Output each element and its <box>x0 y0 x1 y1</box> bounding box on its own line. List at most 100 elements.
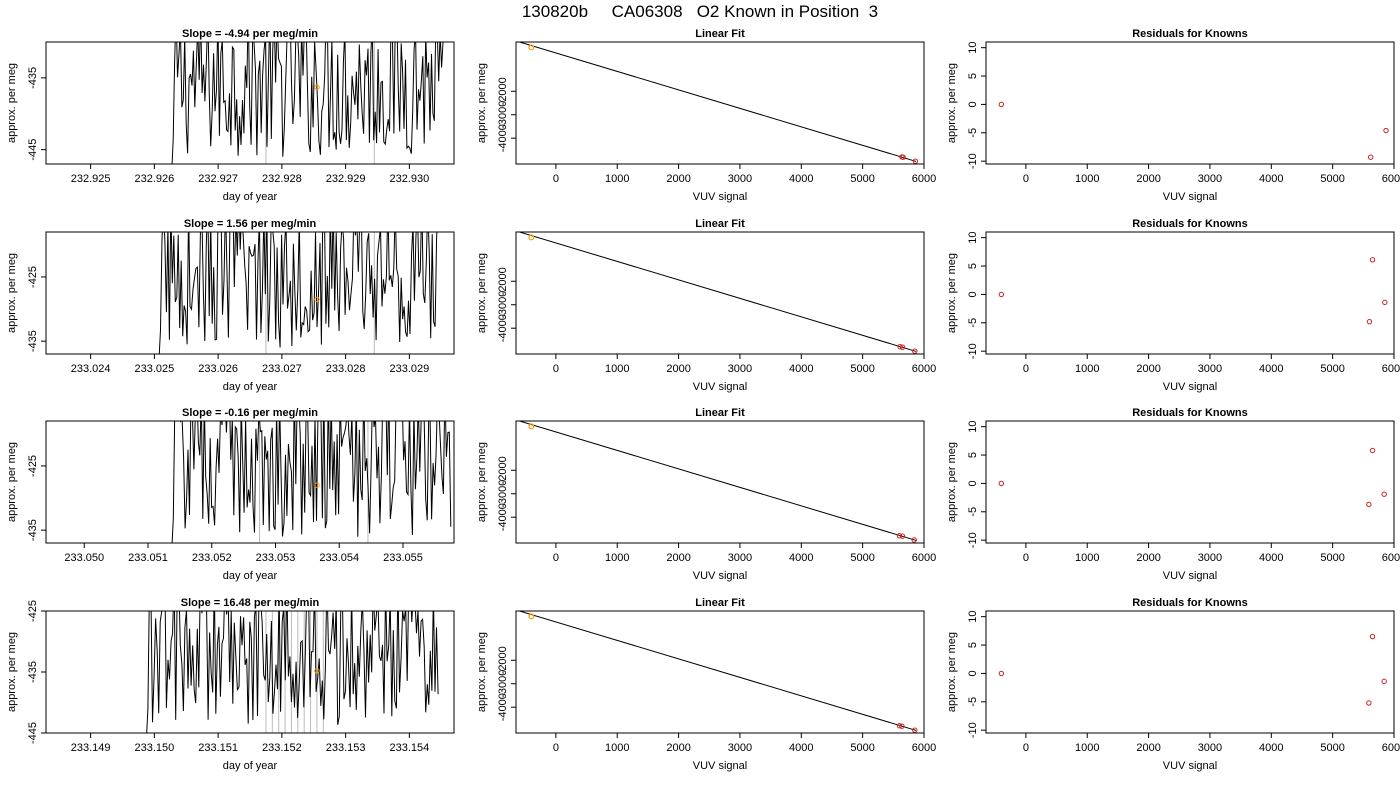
x-tick-label: 5000 <box>850 363 874 375</box>
y-tick-label: -4000 <box>497 124 509 152</box>
x-tick-label: 233.029 <box>389 363 429 375</box>
x-tick-label: 4000 <box>789 173 813 185</box>
x-tick-label: 5000 <box>1320 552 1344 564</box>
y-tick-label: -3000 <box>497 291 509 319</box>
fit-line <box>517 421 917 541</box>
y-tick-label: -445 <box>27 722 39 744</box>
x-tick-label: 1000 <box>1075 173 1099 185</box>
y-tick-label: -3000 <box>497 480 509 508</box>
x-axis-label: VUV signal <box>693 191 747 203</box>
residual-point <box>998 291 1005 298</box>
y-tick-label: -425 <box>27 600 39 622</box>
panel-1-1 <box>41 41 455 169</box>
known-point <box>896 533 903 539</box>
plot-data <box>998 257 1388 325</box>
y-tick-label: -4000 <box>497 314 509 342</box>
x-tick-label: 233.152 <box>262 742 302 754</box>
unknown-point <box>528 613 535 620</box>
y-tick-label: -10 <box>967 153 979 169</box>
plot-data <box>998 101 1389 160</box>
plot-frame <box>985 231 1395 355</box>
x-tick-label: 5000 <box>1320 173 1344 185</box>
y-tick-label: 10 <box>967 421 979 433</box>
known-point <box>912 158 919 164</box>
x-tick-label: 4000 <box>1259 742 1283 754</box>
y-axis-label: approx. per meg <box>6 442 18 522</box>
panel-3-3 <box>981 420 1395 548</box>
x-tick-label: 6000 <box>912 363 936 375</box>
y-tick-label: 5 <box>967 642 979 648</box>
x-axis-label: day of year <box>223 381 278 393</box>
x-tick-label: 4000 <box>789 742 813 754</box>
x-tick-label: 0 <box>553 552 559 564</box>
x-tick-label: 5000 <box>850 552 874 564</box>
x-tick-label: 3000 <box>728 363 752 375</box>
y-tick-label: -5 <box>967 318 979 328</box>
plot-data <box>517 611 918 733</box>
x-tick-label: 5000 <box>850 742 874 754</box>
residual-point <box>1369 633 1376 640</box>
residual-point <box>998 101 1005 108</box>
panel-title: Residuals for Knowns <box>1132 407 1248 419</box>
x-tick-label: 232.926 <box>134 173 174 185</box>
x-axis-label: day of year <box>223 760 278 772</box>
residual-point <box>1381 678 1387 685</box>
panel-2-3 <box>981 231 1395 359</box>
y-tick-label: 10 <box>967 232 979 244</box>
x-tick-label: 0 <box>553 173 559 185</box>
panel-4-1 <box>41 610 455 738</box>
residual-point <box>1367 154 1374 160</box>
x-axis-label: VUV signal <box>693 760 747 772</box>
panel-title: Residuals for Knowns <box>1132 597 1248 609</box>
figure-title: 130820b CA06308 O2 Known in Position 3 <box>521 2 879 21</box>
plot-data <box>998 447 1387 508</box>
plot-frame <box>515 420 925 544</box>
x-tick-label: 5000 <box>1320 363 1344 375</box>
x-tick-label: 3000 <box>1198 363 1222 375</box>
residual-point <box>1366 501 1372 508</box>
x-tick-label: 4000 <box>1259 173 1283 185</box>
x-tick-label: 3000 <box>1198 742 1222 754</box>
panel-3-1 <box>41 420 455 548</box>
data-series-line <box>146 611 439 733</box>
residual-point <box>1381 491 1387 497</box>
x-tick-label: 1000 <box>605 552 629 564</box>
x-tick-label: 1000 <box>605 173 629 185</box>
data-series-line <box>171 421 452 543</box>
x-tick-label: 6000 <box>1382 742 1400 754</box>
data-series-line <box>158 232 438 354</box>
y-tick-label: -10 <box>967 343 979 359</box>
x-tick-label: 6000 <box>912 742 936 754</box>
known-point <box>896 723 903 729</box>
x-tick-label: 232.928 <box>262 173 302 185</box>
x-tick-label: 3000 <box>728 173 752 185</box>
x-axis-label: day of year <box>223 191 278 203</box>
unknown-point <box>528 44 535 51</box>
plot-data <box>517 42 919 164</box>
x-tick-label: 233.024 <box>71 363 111 375</box>
mean-marker <box>314 668 320 674</box>
x-tick-label: 232.929 <box>326 173 366 185</box>
y-tick-label: -435 <box>27 330 39 352</box>
plot-frame <box>45 610 455 734</box>
x-tick-label: 233.054 <box>319 552 359 564</box>
x-tick-label: 233.151 <box>198 742 238 754</box>
x-tick-label: 2000 <box>1136 742 1160 754</box>
x-tick-label: 6000 <box>1382 552 1400 564</box>
x-tick-label: 0 <box>1023 742 1029 754</box>
y-axis-label: approx. per meg <box>6 253 18 333</box>
plot-frame <box>515 231 925 355</box>
panel-title: Linear Fit <box>695 407 745 419</box>
y-tick-label: -4000 <box>497 693 509 721</box>
x-tick-label: 233.153 <box>326 742 366 754</box>
y-tick-label: 0 <box>967 480 979 486</box>
residual-point <box>998 670 1005 677</box>
x-tick-label: 2000 <box>666 742 690 754</box>
plot-data <box>146 611 439 733</box>
x-tick-label: 233.028 <box>326 363 366 375</box>
y-tick-label: -435 <box>27 67 39 89</box>
x-tick-label: 6000 <box>1382 173 1400 185</box>
x-axis-label: VUV signal <box>693 381 747 393</box>
x-tick-label: 3000 <box>728 552 752 564</box>
